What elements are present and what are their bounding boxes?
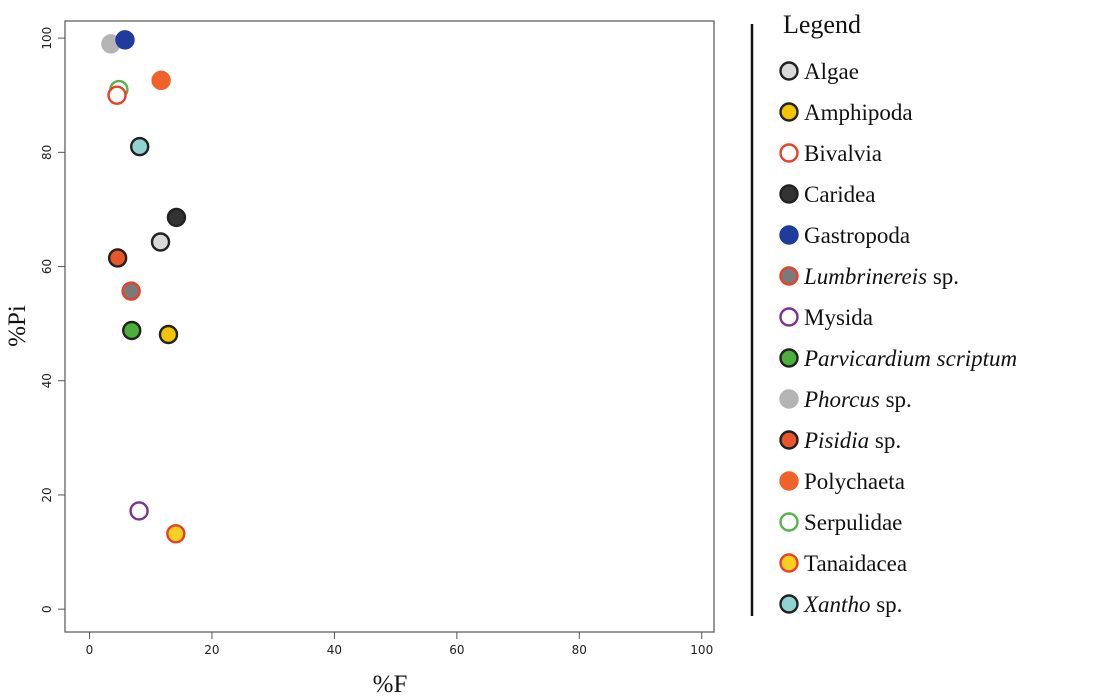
legend-label: Polychaeta [804,469,905,494]
point-tanaidacea [166,524,186,544]
legend-label-name: Amphipoda [804,100,913,125]
legend-marker [779,430,799,450]
legend-label-name: Xantho [803,592,870,617]
legend-label: Lumbrinereis sp. [803,264,959,289]
x-tick-label: 20 [204,643,219,657]
legend-label-name: Lumbrinereis [803,264,927,289]
x-axis: 0 20 40 60 80 100 [86,632,713,657]
legend-label: Caridea [804,182,876,207]
legend-label-suffix: sp. [870,592,902,617]
legend-label-name: Parvicardium scriptum [803,346,1017,371]
legend-label: Xantho sp. [803,592,902,617]
point-algae [150,232,171,252]
y-tick-label: 100 [40,27,54,50]
legend-label: Serpulidae [804,510,902,535]
y-tick-label: 20 [40,487,54,502]
y-tick-label: 60 [40,259,54,274]
point-bivalvia [107,85,127,105]
point-xantho [129,136,150,157]
legend-label-name: Bivalvia [804,141,882,166]
point-gastropoda [115,30,135,50]
legend-label-name: Pisidia [803,428,869,453]
legend-label-suffix: sp. [869,428,901,453]
plot-frame [64,20,715,633]
x-axis-title: %F [373,671,408,698]
legend-label-name: Caridea [804,182,876,207]
legend-label-name: Phorcus [803,387,880,412]
legend-marker [779,348,799,368]
legend-label-name: Algae [804,59,859,84]
legend-marker [779,225,799,245]
point-polychaeta [151,70,171,91]
x-tick-label: 100 [690,643,713,657]
legend-label: Gastropoda [804,223,910,248]
legend-marker [779,512,799,532]
y-tick-label: 80 [40,145,54,160]
legend-label-name: Polychaeta [804,469,905,494]
point-mysida [129,501,149,521]
legend-label: Amphipoda [804,100,913,125]
legend-marker [779,471,799,491]
point-parvicardium-scriptum [122,320,142,341]
legend-label-suffix: sp. [880,387,912,412]
legend-label: Algae [804,59,859,84]
legend-marker [779,143,799,163]
legend-label: Mysida [804,305,873,330]
legend-marker [779,102,799,122]
legend-marker [779,553,799,573]
point-lumbrinereis [121,281,141,301]
x-tick-label: 80 [572,643,587,657]
legend-label: Parvicardium scriptum [803,346,1017,371]
y-tick-label: 0 [40,605,54,613]
legend: Algae Amphipoda Bivalvia Caridea Gastropoda L… [779,59,1017,617]
legend-label-name: Tanaidacea [804,551,907,576]
point-amphipoda [158,324,179,345]
legend-marker [779,594,799,614]
legend-marker [779,61,799,81]
legend-label: Tanaidacea [804,551,907,576]
point-caridea [166,207,187,228]
x-tick-label: 0 [86,643,94,657]
legend-label-name: Gastropoda [804,223,910,248]
legend-marker [779,307,799,327]
legend-label-suffix: sp. [927,264,959,289]
legend-label: Bivalvia [804,141,882,166]
point-pisidia [107,248,128,268]
data-points [101,30,187,544]
x-tick-label: 60 [449,643,464,657]
y-axis-title: %Pi [4,305,31,347]
legend-marker [779,184,799,204]
y-tick-label: 40 [40,373,54,388]
legend-marker [779,389,799,409]
y-axis: 0 20 40 60 80 100 [40,27,65,613]
legend-label: Phorcus sp. [803,387,912,412]
legend-label-name: Mysida [804,305,873,330]
legend-title: Legend [783,10,861,39]
legend-label-name: Serpulidae [804,510,902,535]
legend-label: Pisidia sp. [803,428,901,453]
legend-marker [779,266,799,286]
x-tick-label: 40 [327,643,342,657]
